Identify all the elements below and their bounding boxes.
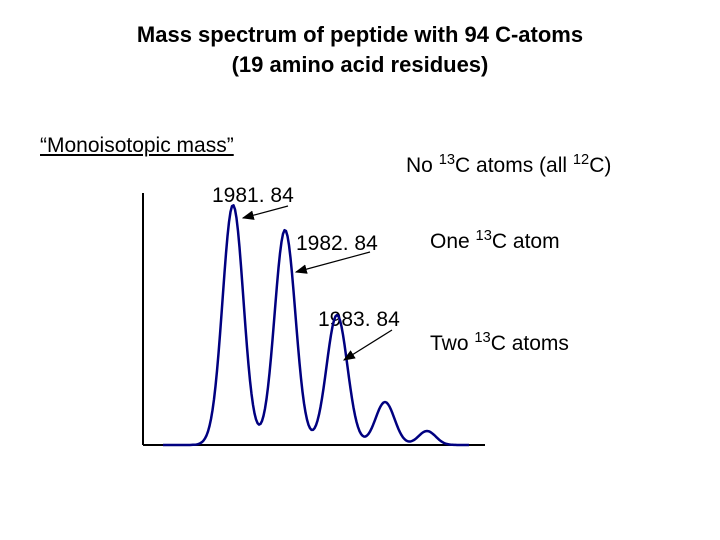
mass-spectrum-chart [125, 165, 495, 465]
peak2-desc-post: C atom [492, 230, 560, 253]
peak1-desc-post: C) [589, 154, 611, 177]
title-line2: (19 amino acid residues) [232, 52, 489, 77]
peak3-desc-post: C atoms [491, 332, 569, 355]
monoisotopic-heading: “Monoisotopic mass” [40, 134, 234, 158]
peak1-desc-sup2: 12 [573, 152, 589, 168]
title-line1: Mass spectrum of peptide with 94 C-atoms [137, 22, 583, 47]
chart-title: Mass spectrum of peptide with 94 C-atoms… [0, 20, 720, 79]
